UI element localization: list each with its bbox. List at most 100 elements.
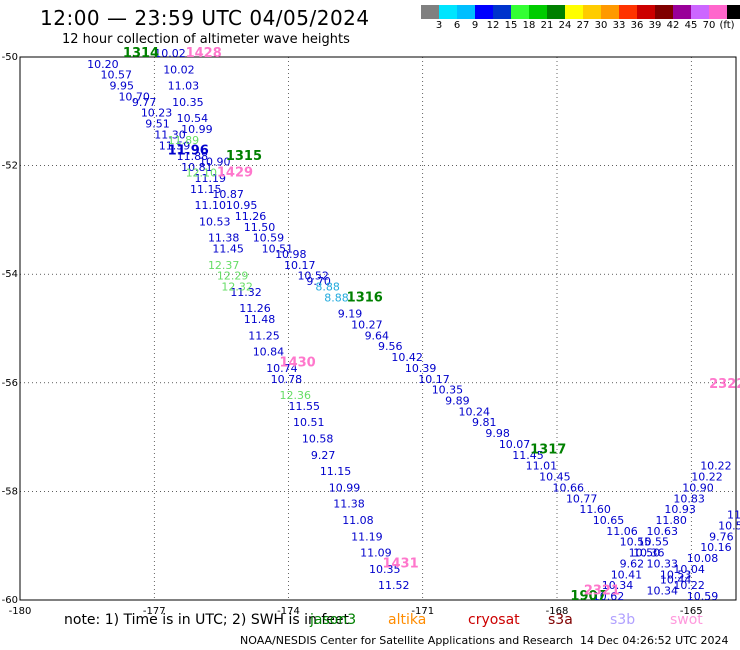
wave-height-value: 10.95 — [226, 199, 258, 212]
wave-height-value: 11.45 — [512, 449, 544, 462]
wave-height-value: 10.51 — [262, 242, 294, 255]
pass-time-label: 1907 — [570, 589, 606, 604]
wave-height-value: 10.55 — [638, 536, 670, 549]
color-scale-label: 18 — [522, 20, 536, 31]
x-tick-label: -177 — [143, 606, 166, 617]
wave-height-value: 10.77 — [566, 492, 598, 505]
wave-height-value: 11.99 — [727, 509, 740, 522]
wave-height-value: 10.51 — [293, 416, 325, 429]
wave-height-value: 12.37 — [208, 259, 240, 272]
wave-height-value: 9.81 — [472, 416, 497, 429]
wave-height-value: 10.53 — [199, 215, 231, 228]
wave-height-value: 10.54 — [718, 519, 740, 532]
color-swatch — [511, 5, 529, 19]
pass-time-label: 1428 — [186, 46, 222, 61]
wave-height-value: 9.95 — [110, 80, 135, 93]
color-scale-label: 70 — [702, 20, 716, 31]
wave-height-value: 11.01 — [526, 460, 558, 473]
wave-height-value: 10.59 — [253, 232, 285, 245]
wave-height-value: 11.15 — [320, 465, 352, 478]
wave-height-value: 10.22 — [673, 579, 705, 592]
wave-height-value: 11.10 — [195, 199, 227, 212]
wave-height-value: 10.90 — [682, 481, 714, 494]
wave-height-value: 10.55 — [620, 536, 652, 549]
wave-height-value: 9.64 — [365, 329, 390, 342]
pass-time-label: 2321 — [584, 584, 620, 599]
wave-height-value: 10.59 — [687, 590, 719, 603]
wave-height-value: 10.98 — [275, 248, 307, 261]
wave-height-value: 11.59 — [159, 139, 191, 152]
wave-height-value: 10.99 — [181, 123, 213, 136]
wave-height-value: 10.54 — [177, 112, 209, 125]
color-swatch — [457, 5, 475, 19]
wave-height-value: 10.66 — [553, 481, 585, 494]
color-scale-label: 6 — [453, 20, 461, 31]
wave-height-value: 11.88 — [177, 150, 209, 163]
page-subtitle: 12 hour collection of altimeter wave hei… — [62, 32, 350, 47]
color-scale-label: 36 — [630, 20, 644, 31]
wave-height-value: 9.98 — [485, 427, 510, 440]
wave-height-value: 11.60 — [579, 503, 611, 516]
wave-height-value: 10.70 — [118, 90, 150, 103]
x-tick-label: -171 — [411, 606, 434, 617]
y-tick-label: -52 — [2, 161, 18, 172]
map-gridlines — [20, 57, 736, 600]
wave-height-value: 9.27 — [311, 449, 336, 462]
wave-height-value: 9.51 — [145, 118, 170, 131]
wave-height-value: 12.32 — [221, 280, 253, 293]
wave-height-value: 11.48 — [244, 313, 276, 326]
x-tick-label: -165 — [680, 606, 703, 617]
wave-height-value: 10.93 — [664, 503, 696, 516]
pass-time-label: 2322 — [709, 377, 740, 392]
wave-height-value: 10.17 — [284, 259, 316, 272]
footer-org: NOAA/NESDIS Center for Satellite Applica… — [240, 634, 574, 647]
wave-height-value: 10.42 — [391, 351, 423, 364]
wave-height-value: 9.62 — [620, 557, 645, 570]
wave-height-value: 10.53 — [660, 568, 692, 581]
wave-height-value: 8.88 — [324, 291, 349, 304]
wave-height-value: 10.24 — [459, 405, 491, 418]
color-swatch — [421, 5, 439, 19]
color-scale-label: 3 — [435, 20, 443, 31]
pass-time-label: 1316 — [347, 290, 383, 305]
wave-height-value: 11.08 — [342, 514, 374, 527]
wave-height-value: 10.63 — [647, 525, 679, 538]
wave-height-value: 11.30 — [154, 128, 186, 141]
y-tick-label: -54 — [2, 269, 18, 280]
satellite-tracks: 10.2010.579.9510.709.7710.239.5111.3011.… — [87, 47, 740, 603]
wave-height-value: 11.19 — [195, 172, 227, 185]
wave-height-value: 11.52 — [378, 579, 410, 592]
wave-height-value: 11.50 — [244, 221, 276, 234]
wave-height-value: 10.35 — [369, 563, 401, 576]
wave-height-value: 10.34 — [602, 579, 634, 592]
wave-height-value: 11.26 — [239, 302, 271, 315]
wave-height-value: 9.19 — [338, 308, 363, 321]
color-scale-label: (ft) — [719, 20, 735, 31]
wave-height-value: 9.76 — [709, 530, 734, 543]
color-scale-label: 45 — [684, 20, 698, 31]
color-swatch — [529, 5, 547, 19]
pass-time-label: 1429 — [217, 165, 253, 180]
wave-height-value: 11.55 — [289, 400, 321, 413]
axis-tick-labels: -180 -177 -174 -171 -168 -165 -50 -52 -54 -56 -58 -… — [2, 52, 703, 617]
mission-cryosat: cryosat — [468, 612, 520, 628]
wave-height-value: 10.16 — [700, 541, 732, 554]
wave-height-value: 10.34 — [647, 585, 679, 598]
wave-height-value: 10.27 — [351, 319, 383, 332]
wave-height-value: 10.17 — [418, 373, 450, 386]
wave-height-value: 10.84 — [253, 346, 285, 359]
pass-time-label: 1431 — [382, 556, 418, 571]
wave-height-value: 11.26 — [235, 210, 266, 223]
wave-height-value: 10.50 — [629, 547, 661, 560]
y-tick-label: -58 — [2, 486, 18, 497]
pass-time-label: 1430 — [280, 356, 316, 371]
y-tick-label: -50 — [2, 52, 18, 63]
color-swatch — [547, 5, 565, 19]
color-swatch — [637, 5, 655, 19]
wave-height-value: 8.88 — [315, 280, 340, 293]
wave-height-value: 10.44 — [660, 574, 692, 587]
wave-height-value: 11.15 — [190, 183, 222, 196]
color-swatch — [619, 5, 637, 19]
wave-height-value: 10.20 — [87, 58, 119, 71]
